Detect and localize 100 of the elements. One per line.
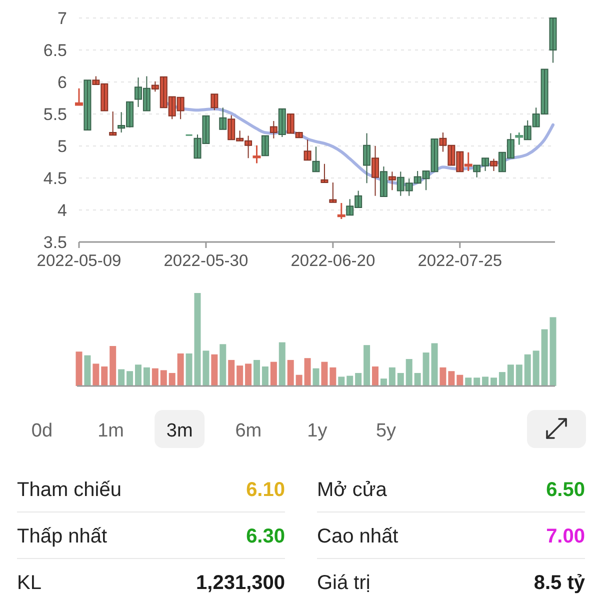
- bar: [220, 344, 226, 386]
- bar: [211, 354, 218, 386]
- candlestick: [320, 163, 328, 183]
- text: 1y: [307, 420, 328, 442]
- bar: [364, 345, 370, 386]
- bar: [498, 372, 506, 386]
- candlestick: [372, 146, 379, 196]
- bar: [355, 372, 362, 386]
- text: 1,231,300: [196, 572, 285, 594]
- bar: [321, 362, 328, 386]
- bar: [143, 367, 150, 386]
- bar: [84, 355, 91, 386]
- bar: [245, 364, 252, 386]
- bar: [372, 366, 378, 386]
- bar: [422, 352, 430, 386]
- y-tick-label: 6.5: [43, 40, 67, 60]
- bar: [507, 364, 514, 386]
- text: 6.50: [546, 479, 585, 501]
- bar: [550, 317, 556, 386]
- bar: [254, 360, 260, 386]
- candlestick: [261, 135, 269, 156]
- bar: [490, 378, 497, 386]
- bar: [465, 378, 472, 386]
- bar: [152, 368, 158, 386]
- candlestick: [210, 94, 218, 111]
- x-tick-label: 2022-05-09: [36, 252, 122, 270]
- bar: [304, 358, 311, 386]
- x-tick-label: 2022-05-30: [164, 252, 248, 270]
- y-tick-label: 5: [58, 136, 67, 156]
- bar: [397, 372, 404, 386]
- candlestick: [549, 18, 557, 64]
- text: 5y: [376, 420, 397, 442]
- bar: [474, 378, 480, 386]
- y-tick-label: 3.5: [43, 232, 67, 252]
- bar: [346, 376, 354, 386]
- bar: [168, 372, 176, 386]
- text: 8.5 tỷ: [534, 572, 585, 594]
- category-label: Cao nhất: [317, 526, 399, 548]
- candlestick: [109, 110, 117, 136]
- bar: [278, 342, 286, 386]
- bar: [92, 364, 100, 386]
- text: 6.30: [246, 526, 285, 548]
- candlestick: [337, 202, 346, 220]
- bar: [448, 371, 455, 386]
- bar: [262, 366, 268, 386]
- candlestick: [329, 182, 337, 203]
- y-tick-label: 6: [58, 72, 67, 92]
- text: 3m: [166, 420, 193, 442]
- bar: [270, 362, 277, 386]
- candlestick: [312, 146, 320, 172]
- text: 0d: [31, 420, 53, 442]
- text: 1m: [98, 420, 124, 442]
- bar: [338, 376, 345, 386]
- y-tick-label: 5.5: [43, 104, 67, 124]
- bar: [118, 369, 125, 386]
- bar: [228, 360, 235, 386]
- candlestick: [219, 107, 227, 130]
- bar: [312, 368, 320, 386]
- text: 6.10: [246, 479, 285, 501]
- candlestick: [363, 132, 371, 184]
- text: 6m: [235, 420, 262, 442]
- candlestick: [75, 88, 83, 106]
- bar: [236, 366, 244, 386]
- bar: [440, 367, 446, 386]
- bar: [160, 370, 167, 386]
- bar: [532, 350, 540, 386]
- x-tick-label: 2022-06-20: [290, 252, 376, 270]
- bar: [456, 374, 464, 386]
- bar: [380, 378, 387, 386]
- bar: [101, 366, 108, 386]
- bar: [524, 354, 531, 386]
- bar: [126, 371, 134, 386]
- bar: [482, 376, 489, 386]
- bar: [541, 329, 548, 386]
- bar: [296, 374, 302, 386]
- candlestick: [84, 80, 92, 130]
- bar: [330, 367, 336, 386]
- category-label: Giá trị: [317, 572, 370, 594]
- y-tick-label: 7: [58, 8, 67, 28]
- category-label: KL: [17, 572, 42, 594]
- candlestick: [388, 171, 396, 191]
- y-tick-label: 4: [58, 200, 67, 220]
- candlestick: [278, 108, 286, 138]
- bar: [186, 353, 192, 386]
- category-label: Thấp nhất: [17, 526, 108, 548]
- category-label: Tham chiếu: [17, 479, 122, 501]
- category-label: Mở cửa: [317, 479, 388, 501]
- candlestick: [490, 158, 498, 172]
- bar: [287, 360, 294, 386]
- bar: [110, 346, 116, 386]
- bar: [406, 359, 412, 386]
- y-tick-label: 4.5: [43, 168, 67, 188]
- candlestick: [252, 144, 261, 164]
- bar: [414, 372, 421, 386]
- x-tick-label: 2022-07-25: [418, 252, 502, 270]
- bar: [516, 364, 522, 386]
- bar: [388, 367, 396, 386]
- text: 7.00: [546, 526, 585, 548]
- bar: [135, 364, 142, 386]
- bar: [76, 352, 82, 386]
